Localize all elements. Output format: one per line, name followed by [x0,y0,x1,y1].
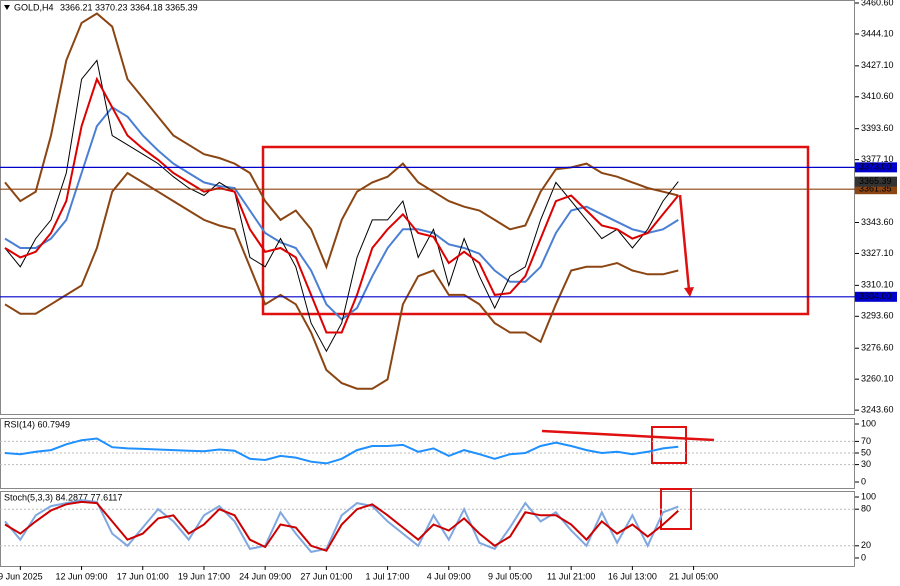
x-tick-label: 9 Jun 2025 [0,571,43,581]
y-tick-label: 3310.10 [861,280,894,290]
level-label-box [855,291,897,302]
y-tick-label: 3243.60 [861,404,894,414]
y-tick-label: 3427.10 [861,60,894,70]
range-box [261,145,810,316]
x-tick-label: 4 Jul 09:00 [427,571,471,581]
y-tick-label: 80 [861,504,871,514]
stoch-panel [0,491,855,567]
y-tick-label: 50 [861,447,871,457]
y-tick-label: 3293.60 [861,311,894,321]
level-label: 3304.00 [859,291,892,301]
y-tick-label: 3393.60 [861,123,894,133]
x-tick-label: 19 Jun 17:00 [178,571,230,581]
y-tick-label: 3377.10 [861,154,894,164]
arrow-head [684,287,694,297]
x-tick-label: 16 Jul 13:00 [608,571,657,581]
x-tick-label: 1 Jul 17:00 [366,571,410,581]
y-tick-label: 100 [861,491,876,501]
series-line [4,59,679,353]
y-tick-label: 20 [861,540,871,550]
x-tick-label: 12 Jun 09:00 [56,571,108,581]
level-label-box [855,162,897,173]
series-line [4,105,679,321]
y-tick-label: 30 [861,459,871,469]
y-tick-label: 0 [861,552,866,562]
y-tick-label: 3410.60 [861,91,894,101]
price-label: 3365.39 [859,176,892,186]
chart-title: GOLD,H4 [14,2,54,12]
level-label: 3373.00 [859,162,892,172]
highlight-box [651,426,687,464]
series-line [4,500,679,552]
series-line [4,76,680,334]
level-label: 3361.35 [859,184,892,194]
y-tick-label: 70 [861,436,871,446]
series-line [4,499,679,553]
y-tick-label: 3460.60 [861,0,894,7]
y-tick-label: 3276.60 [861,343,894,353]
series-line [4,171,679,390]
y-tick-label: 3343.60 [861,217,894,227]
main-panel [0,0,855,415]
menu-icon [4,5,10,10]
x-tick-label: 9 Jul 05:00 [488,571,532,581]
rsi-title: RSI(14) 60.7949 [4,419,70,429]
x-tick-label: 27 Jun 01:00 [300,571,352,581]
arrow [678,194,691,291]
stoch-title: Stoch(5,3,3) 84.2877 77.6117 [4,492,122,502]
level-label-box [855,184,897,195]
chart-subtitle: 3366.21 3370.23 3364.18 3365.39 [60,2,198,12]
trend-line [541,429,715,442]
x-tick-label: 17 Jun 01:00 [117,571,169,581]
y-tick-label: 0 [861,476,866,486]
series-line [4,437,679,465]
series-line [4,12,679,270]
y-tick-label: 3444.10 [861,28,894,38]
x-tick-label: 21 Jul 05:00 [669,571,718,581]
price-label-box [855,176,897,187]
y-tick-label: 3327.10 [861,248,894,258]
y-tick-label: 3260.10 [861,374,894,384]
y-tick-label: 100 [861,418,876,428]
x-tick-label: 24 Jun 09:00 [239,571,291,581]
x-tick-label: 11 Jul 21:00 [547,571,595,581]
